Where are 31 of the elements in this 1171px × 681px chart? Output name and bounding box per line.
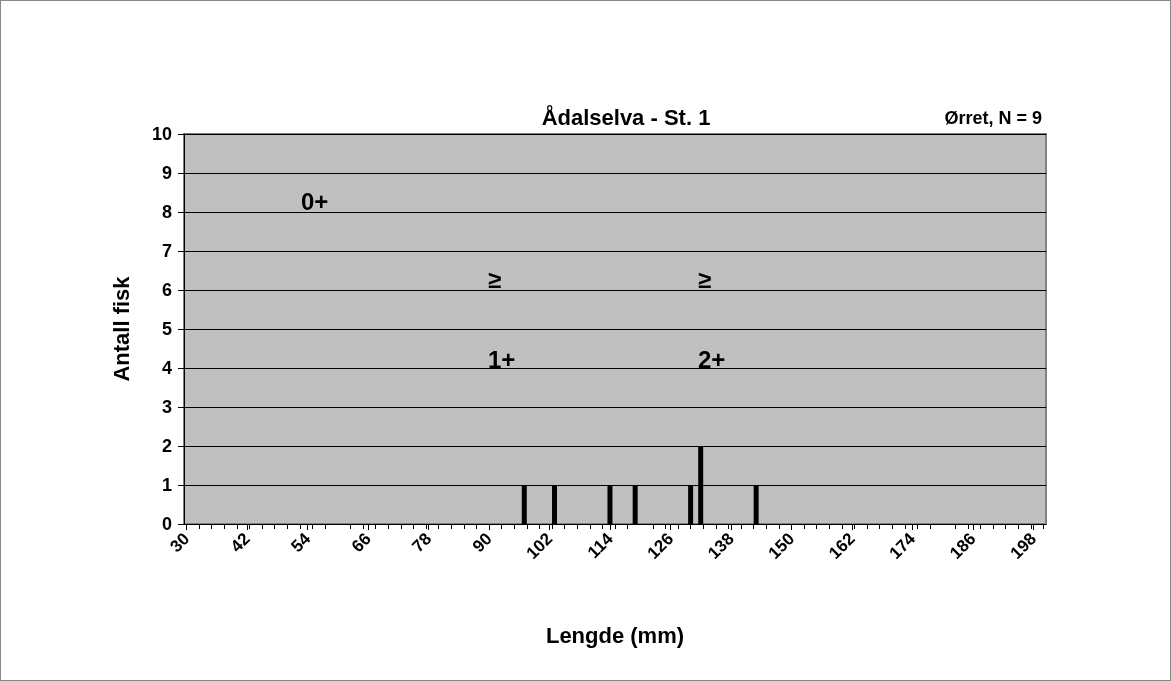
text: ≥ 2+ (698, 265, 726, 373)
x-tick-label: 114 (583, 528, 618, 563)
chart-title: Ådalselva - St. 1 (541, 103, 711, 130)
x-tick-label: 162 (825, 529, 859, 563)
x-tick-label: 198 (1006, 529, 1041, 563)
x-tick-label: 186 (946, 529, 980, 563)
y-tick-label: 7 (161, 241, 172, 261)
x-tick-label: 150 (764, 529, 799, 563)
y-tick-label: 10 (151, 124, 172, 144)
y-tick-label: 3 (161, 397, 172, 417)
x-tick-label: 78 (408, 529, 436, 557)
x-tick-label: 42 (226, 529, 254, 557)
text: ≥ 1+ (488, 265, 516, 373)
y-tick-label: 2 (161, 436, 172, 456)
y-tick-label: 6 (161, 280, 172, 300)
x-axis-title: Lengde (mm) (545, 622, 685, 648)
x-tick-label: 90 (468, 529, 496, 557)
x-tick-label: 174 (885, 528, 920, 563)
x-tick-label: 138 (704, 529, 738, 563)
y-tick-label: 4 (161, 358, 172, 378)
annotation: 0+ (301, 187, 329, 215)
y-tick-label: 1 (161, 475, 172, 495)
text: Ørret, N = 9 (944, 108, 1043, 128)
x-tick-label: 126 (643, 529, 678, 563)
x-tick-label: 102 (522, 529, 557, 563)
y-tick-label: 8 (161, 202, 172, 222)
x-tick-label: 54 (287, 528, 315, 557)
y-axis-title: Antall fisk (108, 275, 134, 382)
y-tick-label: 5 (161, 319, 172, 339)
x-tick-label: 66 (347, 529, 375, 557)
y-tick-label: 9 (161, 163, 172, 183)
